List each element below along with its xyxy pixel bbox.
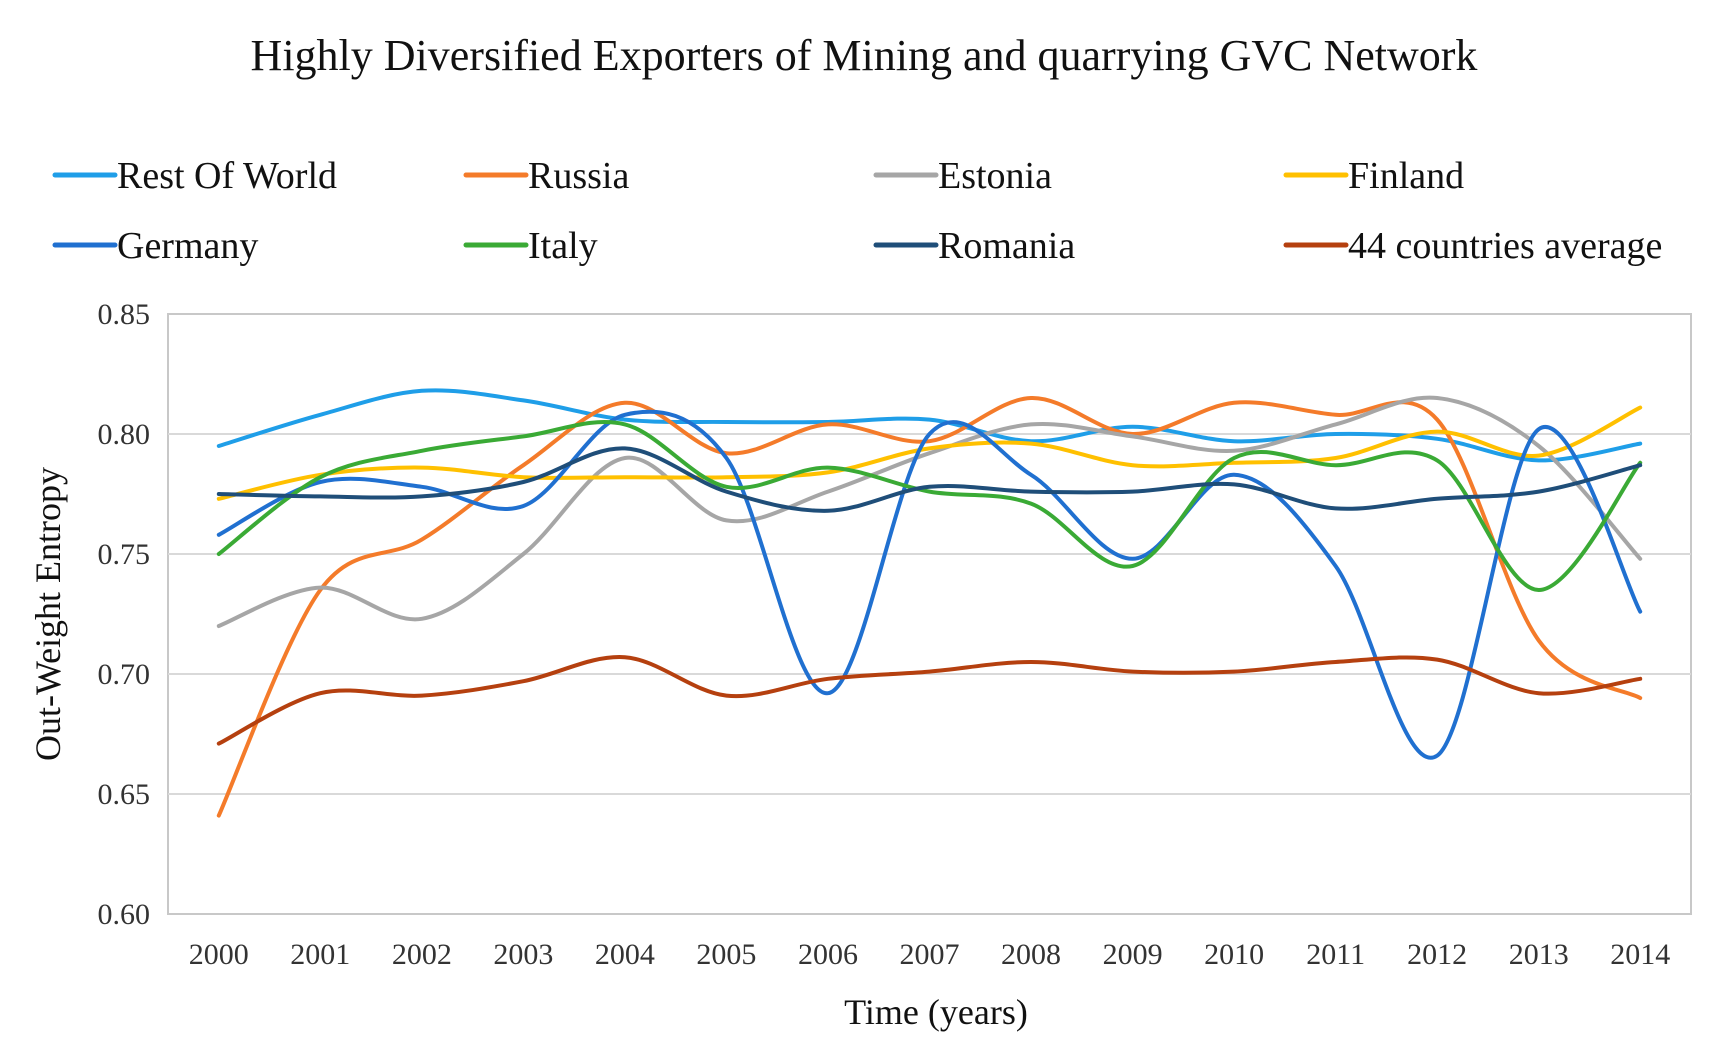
y-tick-label: 0.60 [98,898,151,931]
series-lines [216,388,1643,818]
y-tick-label: 0.70 [98,658,151,691]
legend-label: Rest Of World [117,155,337,197]
x-tick-label: 2012 [1407,938,1467,971]
legend-item-finland: Finland [1283,155,1464,197]
legend-label: Italy [528,225,598,267]
x-tick-label: 2011 [1306,938,1365,971]
series-line-germany [216,409,1643,760]
series-line-romania [216,446,1643,513]
legend-item-rest-of-world: Rest Of World [52,155,337,197]
legend: Rest Of World Russia Estonia Finland Germany… [52,155,1662,267]
legend-label: Russia [528,155,629,197]
y-tick-label: 0.65 [98,778,151,811]
series-line-italy [216,420,1643,593]
chart-title: Highly Diversified Exporters of Mining a… [251,31,1478,80]
legend-label: Romania [938,225,1075,267]
x-tick-label: 2003 [493,938,553,971]
legend-label: Germany [117,225,258,267]
x-tick-label: 2006 [798,938,858,971]
series-line-estonia [216,395,1643,628]
x-axis-title: Time (years) [844,992,1028,1032]
legend-label: 44 countries average [1348,225,1662,267]
legend-item-estonia: Estonia [873,155,1052,197]
y-axis-title: Out-Weight Entropy [28,467,68,761]
x-axis-ticks: 2000 2001 2002 2003 2004 2005 2006 2007 2008 2009… [189,938,1670,971]
x-tick-label: 2007 [900,938,960,971]
x-tick-label: 2008 [1001,938,1061,971]
x-tick-label: 2010 [1204,938,1264,971]
y-tick-label: 0.85 [98,298,151,331]
x-tick-label: 2000 [189,938,249,971]
legend-item-italy: Italy [463,225,598,267]
x-tick-label: 2001 [290,938,350,971]
gridlines [168,433,1691,795]
y-tick-label: 0.75 [98,538,151,571]
series-line-russia [216,395,1643,818]
series-line-finland [216,405,1643,501]
y-tick-label: 0.80 [98,418,151,451]
series-line-44-countries-average [216,655,1643,746]
legend-label: Finland [1348,155,1464,197]
legend-item-romania: Romania [873,225,1075,267]
x-tick-label: 2009 [1103,938,1163,971]
plot-area [167,313,1692,915]
legend-label: Estonia [938,155,1052,197]
x-tick-label: 2013 [1509,938,1569,971]
legend-item-germany: Germany [52,225,258,267]
y-axis-ticks: 0.60 0.65 0.70 0.75 0.80 0.85 [98,298,151,931]
legend-item-44-countries-average: 44 countries average [1283,225,1662,267]
x-tick-label: 2004 [595,938,655,971]
legend-item-russia: Russia [463,155,629,197]
x-tick-label: 2005 [696,938,756,971]
x-tick-label: 2002 [392,938,452,971]
x-tick-label: 2014 [1610,938,1670,971]
